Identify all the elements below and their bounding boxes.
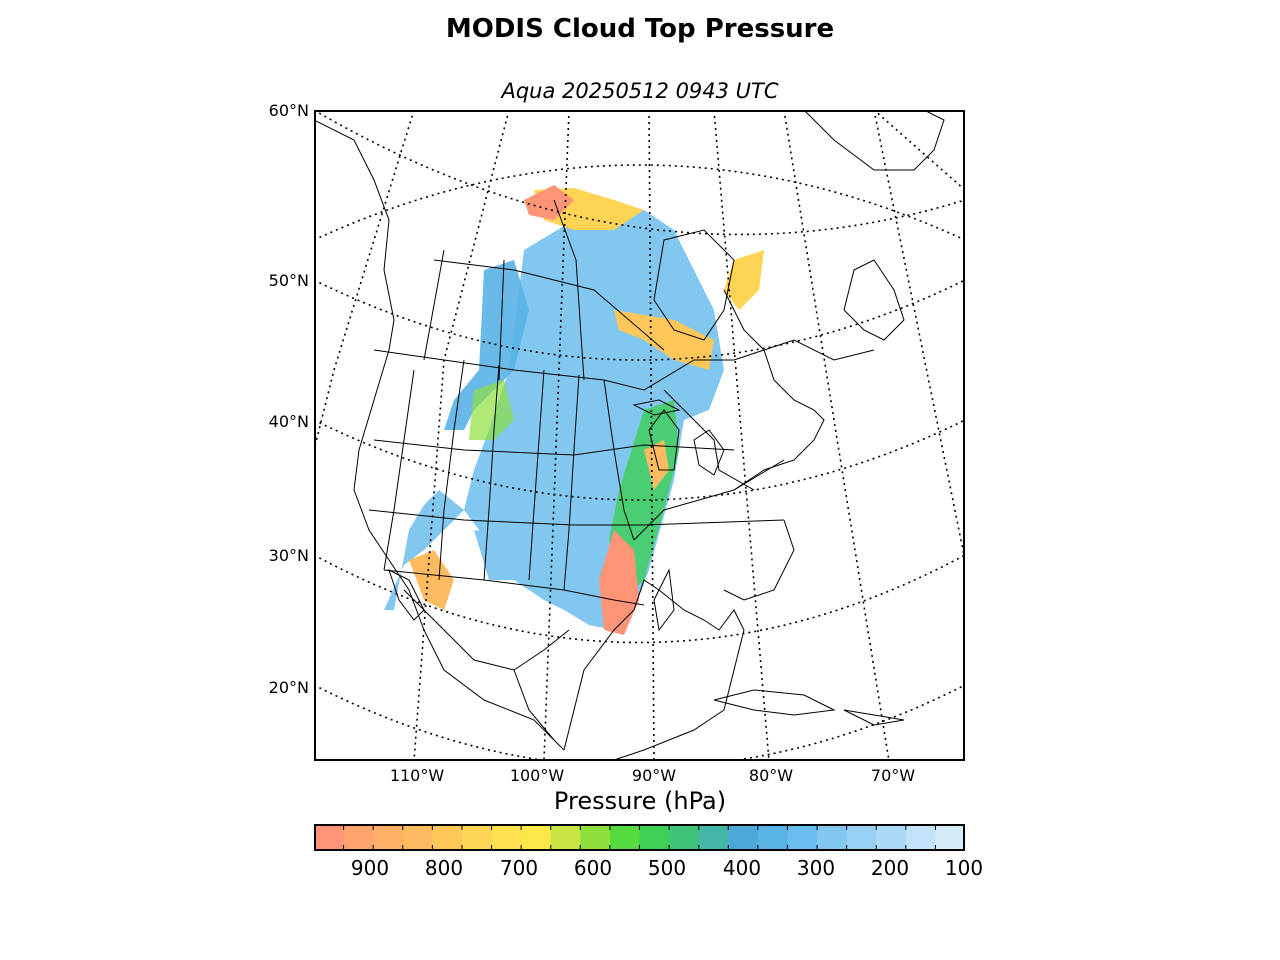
colorbar-segment [580, 824, 611, 851]
map-panel[interactable] [314, 110, 965, 761]
colorbar-segment [698, 824, 729, 851]
colorbar-segment [639, 824, 670, 851]
coastlines [314, 110, 945, 761]
colorbar-border [314, 824, 965, 851]
colorbar-segment [521, 824, 552, 851]
colorbar [314, 824, 965, 851]
colorbar-tick-300: 300 [796, 856, 836, 880]
lon-label-80w: 80°W [748, 766, 794, 785]
colorbar-segment [846, 824, 877, 851]
colorbar-segment [787, 824, 818, 851]
colorbar-segment [461, 824, 493, 851]
lon-label-90w: 90°W [631, 766, 677, 785]
colorbar-segment [817, 824, 848, 851]
colorbar-tick-800: 800 [424, 856, 464, 880]
colorbar-segment [935, 824, 965, 851]
colorbar-segment [491, 824, 522, 851]
colorbar-segment [314, 824, 345, 851]
colorbar-segment [728, 824, 759, 851]
colorbar-segment [876, 824, 907, 851]
lon-label-110w: 110°W [389, 766, 445, 785]
map-svg [314, 110, 965, 761]
chart-title: MODIS Cloud Top Pressure [445, 14, 835, 44]
cloud-field [384, 185, 764, 635]
colorbar-segment [373, 824, 404, 851]
colorbar-segment [609, 824, 641, 851]
political-boundaries [368, 199, 875, 741]
colorbar-segment [402, 824, 433, 851]
graticule [314, 110, 965, 761]
colorbar-tick-100: 100 [944, 856, 984, 880]
lat-label-50: 50°N [268, 271, 309, 290]
map-border [314, 110, 965, 761]
lon-label-100w: 100°W [509, 766, 565, 785]
colorbar-label: Pressure (hPa) [553, 787, 727, 815]
colorbar-svg [314, 824, 965, 851]
colorbar-segment [669, 824, 700, 851]
colorbar-segment [343, 824, 374, 851]
colorbar-tick-200: 200 [870, 856, 910, 880]
lon-label-70w: 70°W [870, 766, 916, 785]
lat-label-60: 60°N [268, 101, 309, 120]
colorbar-segment [757, 824, 789, 851]
lat-label-40: 40°N [268, 412, 309, 431]
colorbar-tick-900: 900 [350, 856, 390, 880]
colorbar-tick-600: 600 [573, 856, 613, 880]
lat-label-20: 20°N [268, 678, 309, 697]
colorbar-tick-400: 400 [722, 856, 762, 880]
colorbar-tick-500: 500 [647, 856, 687, 880]
colorbar-tick-700: 700 [499, 856, 539, 880]
lat-label-30: 30°N [268, 546, 309, 565]
colorbar-segment [905, 824, 937, 851]
colorbar-segment [432, 824, 463, 851]
chart-subtitle: Aqua 20250512 0943 UTC [501, 79, 779, 103]
colorbar-segment [550, 824, 581, 851]
